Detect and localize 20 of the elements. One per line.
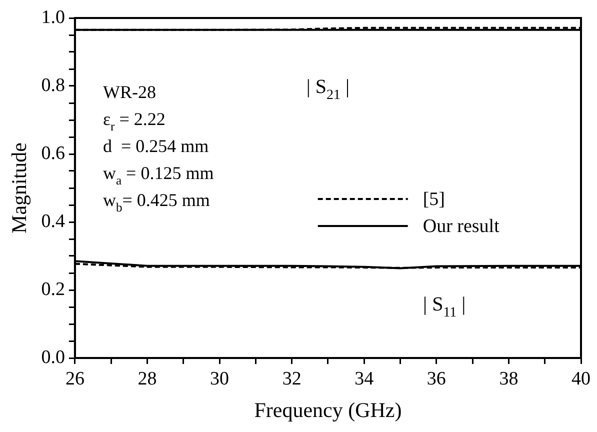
x-axis-title: Frequency (GHz)	[254, 398, 402, 422]
x-tick-label: 32	[282, 368, 302, 390]
annotation: d = 0.254 mm	[102, 136, 209, 156]
x-tick-label: 34	[354, 368, 374, 390]
legend-label: Our result	[422, 216, 500, 237]
y-tick-label: 1.0	[41, 6, 65, 28]
y-tick-label: 0.0	[41, 346, 65, 368]
y-axis-title: Magnitude	[7, 142, 32, 234]
x-tick-label: 28	[138, 368, 157, 390]
x-tick-label: 38	[499, 368, 518, 390]
legend-label: [5]	[422, 189, 446, 210]
y-tick-label: 0.8	[41, 74, 65, 96]
y-tick-label: 0.4	[41, 210, 66, 232]
x-tick-label: 40	[572, 368, 590, 390]
x-tick-label: 30	[210, 368, 230, 390]
annotation: WR-28	[102, 82, 156, 102]
y-tick-label: 0.6	[41, 142, 65, 164]
x-tick-label: 26	[65, 368, 84, 390]
y-tick-label: 0.2	[41, 278, 65, 300]
x-tick-label: 36	[426, 368, 446, 390]
